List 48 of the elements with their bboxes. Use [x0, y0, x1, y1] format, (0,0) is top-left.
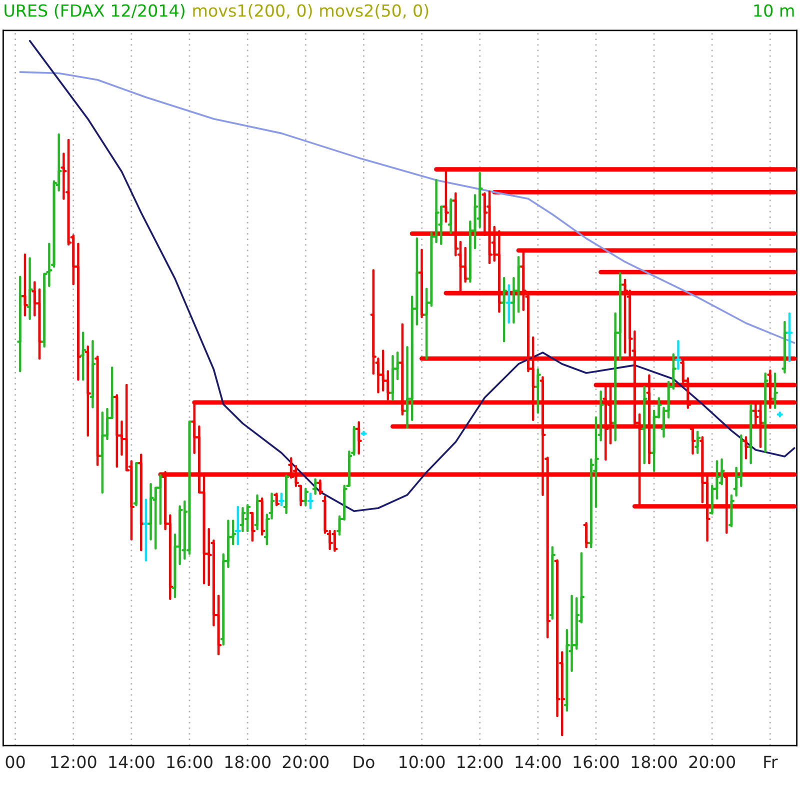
candlestick	[317, 479, 324, 495]
x-tick-label: 00	[6, 756, 25, 768]
candlestick	[312, 478, 318, 495]
candlestick	[418, 248, 425, 318]
candlestick	[17, 276, 24, 372]
candlestick	[583, 522, 590, 548]
candlestick	[259, 497, 266, 536]
candlestick	[302, 488, 309, 506]
x-tick-label: 10:00	[400, 756, 445, 768]
x-tick-label: 14:00	[516, 756, 561, 768]
candlestick	[254, 494, 260, 530]
candlestick	[84, 345, 91, 437]
candlestick	[99, 412, 106, 494]
candlestick	[448, 198, 454, 234]
x-tick-label: Fr	[764, 756, 778, 768]
candlestick	[782, 320, 788, 374]
x-tick-label: 12:00	[458, 756, 503, 768]
x-tick-label: 12:00	[51, 756, 96, 768]
candlestick	[694, 430, 701, 454]
candlestick	[534, 368, 541, 414]
candlestick	[549, 546, 556, 620]
x-tick-label: Do	[354, 756, 374, 768]
candlestick	[80, 332, 86, 381]
candlestick	[762, 372, 768, 453]
x-tick-label: 18:00	[632, 756, 677, 768]
candlestick	[283, 474, 290, 514]
chart-title: URES (FDAX 12/2014)	[4, 4, 184, 19]
x-tick-label: 16:00	[574, 756, 619, 768]
candlestick	[641, 386, 648, 464]
candlestick	[274, 492, 280, 506]
x-tick-label: 16:00	[167, 756, 212, 768]
candlestick	[133, 462, 140, 506]
text: 10 m	[754, 4, 794, 17]
candlestick	[26, 257, 33, 320]
x-tick-label: 20:00	[689, 756, 736, 768]
candlestick	[249, 512, 256, 542]
chart-subtitle: movs1(200, 0) movs2(50, 0)	[193, 4, 428, 19]
x-tick-label: 20:00	[282, 756, 329, 768]
candlestick	[138, 454, 144, 552]
candlestick	[356, 421, 362, 455]
candlestick	[114, 394, 120, 468]
candlestick	[94, 356, 101, 466]
candlestick	[500, 276, 508, 342]
candlestick	[90, 340, 96, 408]
x-tick-label: 14:00	[109, 756, 154, 768]
candlestick	[748, 404, 754, 464]
candlestick	[390, 355, 396, 401]
x-tick-label: 18:00	[225, 756, 270, 768]
